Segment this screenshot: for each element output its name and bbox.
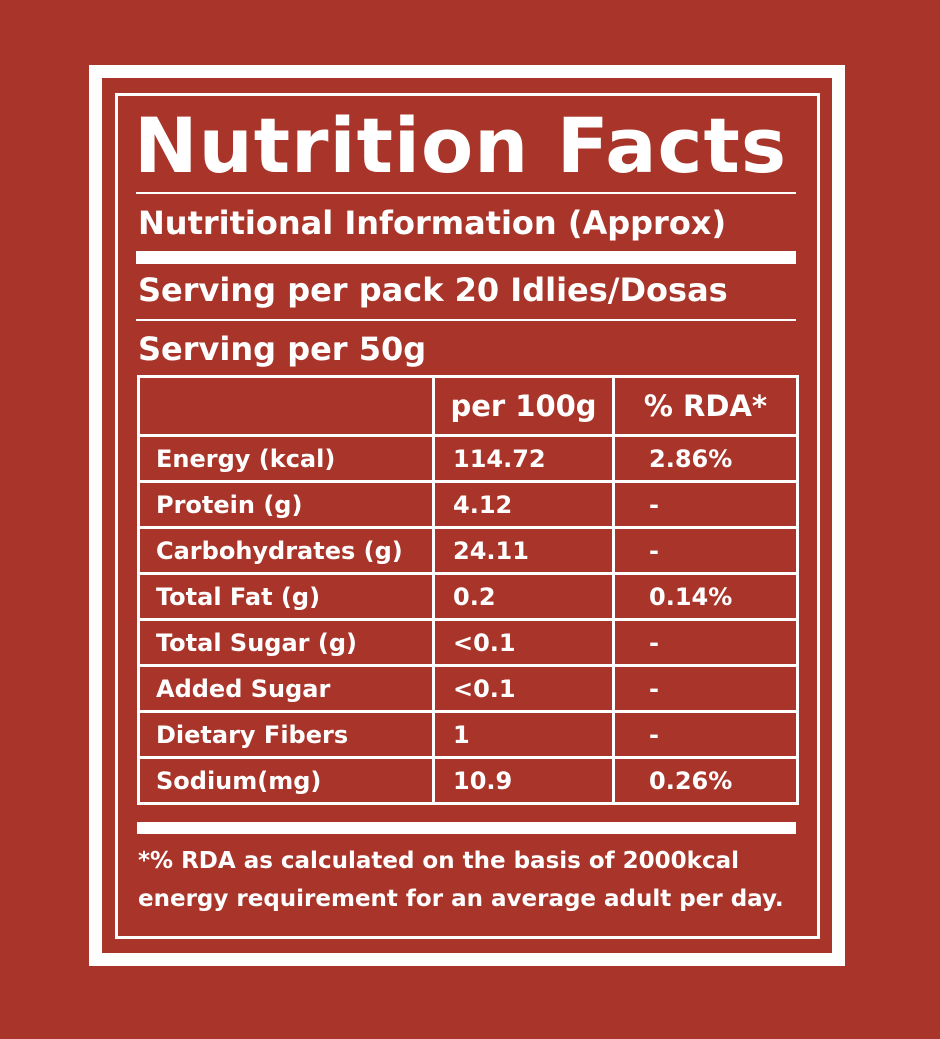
nutrient-name: Total Sugar (g)	[137, 618, 435, 667]
nutrient-name: Protein (g)	[137, 480, 435, 529]
table-header-per-100g: per 100g	[432, 375, 615, 437]
nutrient-name: Added Sugar	[137, 664, 435, 713]
table-header-nutrient	[137, 375, 435, 437]
nutrient-name: Sodium(mg)	[137, 756, 435, 805]
table-bottom-bar	[137, 822, 796, 834]
nutrient-name: Energy (kcal)	[137, 434, 435, 483]
nutrient-per-100g: 10.9	[432, 756, 615, 805]
table-row: Total Fat (g) 0.2 0.14%	[137, 572, 799, 621]
table-row: Protein (g) 4.12 -	[137, 480, 799, 529]
nutrient-per-100g: 24.11	[432, 526, 615, 575]
nutrient-per-100g: 1	[432, 710, 615, 759]
label-subtitle: Nutritional Information (Approx)	[138, 204, 727, 242]
serving-size: Serving per 50g	[138, 330, 427, 368]
serving-per-pack: Serving per pack 20 Idlies/Dosas	[138, 271, 728, 309]
table-header-rda: % RDA*	[612, 375, 799, 437]
nutrient-rda: -	[612, 664, 799, 713]
nutrient-name: Total Fat (g)	[137, 572, 435, 621]
nutrient-per-100g: 0.2	[432, 572, 615, 621]
divider-thick	[136, 251, 796, 264]
table-row: Carbohydrates (g) 24.11 -	[137, 526, 799, 575]
table-row: Total Sugar (g) <0.1 -	[137, 618, 799, 667]
table-row: Sodium(mg) 10.9 0.26%	[137, 756, 799, 805]
nutrient-rda: -	[612, 710, 799, 759]
table-row: Energy (kcal) 114.72 2.86%	[137, 434, 799, 483]
footnote-line-2: energy requirement for an average adult …	[138, 886, 784, 912]
nutrient-rda: 0.26%	[612, 756, 799, 805]
divider-thin-top	[136, 192, 796, 194]
nutrient-name: Carbohydrates (g)	[137, 526, 435, 575]
divider-thin-bottom	[136, 319, 796, 321]
nutrient-per-100g: 4.12	[432, 480, 615, 529]
nutrient-per-100g: 114.72	[432, 434, 615, 483]
nutrient-rda: -	[612, 480, 799, 529]
label-title: Nutrition Facts	[134, 101, 788, 190]
table-row: Dietary Fibers 1 -	[137, 710, 799, 759]
nutrient-rda: -	[612, 618, 799, 667]
table-header-row: per 100g % RDA*	[137, 375, 799, 437]
table-row: Added Sugar <0.1 -	[137, 664, 799, 713]
nutrient-name: Dietary Fibers	[137, 710, 435, 759]
nutrient-per-100g: <0.1	[432, 618, 615, 667]
nutrient-rda: 2.86%	[612, 434, 799, 483]
footnote-line-1: *% RDA as calculated on the basis of 200…	[138, 848, 739, 874]
nutrient-per-100g: <0.1	[432, 664, 615, 713]
nutrient-rda: -	[612, 526, 799, 575]
nutrition-table: per 100g % RDA* Energy (kcal) 114.72 2.8…	[137, 375, 799, 805]
label-inner-border	[115, 93, 820, 939]
nutrient-rda: 0.14%	[612, 572, 799, 621]
rda-footnote: *% RDA as calculated on the basis of 200…	[138, 842, 808, 918]
